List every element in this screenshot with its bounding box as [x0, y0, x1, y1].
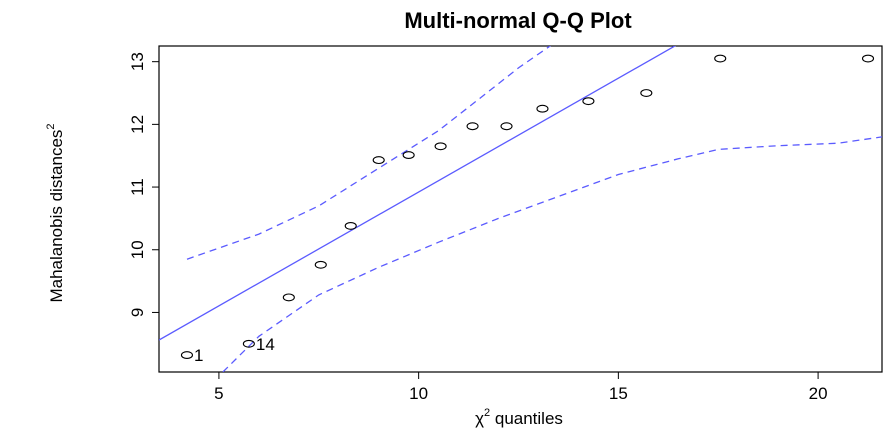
data-point — [181, 352, 192, 359]
plot-clip-group — [159, 43, 882, 372]
y-axis-label-superscript: 2 — [45, 123, 57, 129]
y-axis-label: Mahalanobis distances2 — [45, 123, 66, 302]
axes: 5 10 15 20 9 10 11 12 13 — [128, 52, 828, 403]
data-point — [715, 55, 726, 62]
data-point — [863, 55, 874, 62]
svg-text:Mahalanobis distances2: Mahalanobis distances2 — [45, 123, 66, 302]
reference-line — [159, 43, 680, 340]
data-point — [403, 152, 414, 159]
data-point — [315, 261, 326, 268]
chart-title: Multi-normal Q-Q Plot — [404, 8, 632, 33]
y-tick-label: 10 — [128, 240, 147, 259]
data-point — [501, 123, 512, 130]
data-point — [373, 157, 384, 164]
point-label: 14 — [256, 335, 275, 354]
upper-confidence-envelope — [187, 43, 555, 259]
x-tick-label: 15 — [609, 384, 628, 403]
x-axis-label-text: quantiles — [490, 409, 563, 428]
y-axis-label-text: Mahalanobis distances — [47, 130, 66, 303]
point-label: 1 — [194, 346, 203, 365]
x-axis-label: χ2 quantiles — [475, 407, 563, 428]
data-point — [435, 143, 446, 150]
data-point — [283, 294, 294, 301]
y-tick-label: 11 — [128, 178, 147, 196]
y-tick-label: 12 — [128, 115, 147, 134]
x-tick-label: 5 — [214, 384, 223, 403]
data-point — [537, 105, 548, 112]
x-axis-label-symbol: χ — [475, 409, 484, 428]
svg-text:χ2 quantiles: χ2 quantiles — [475, 407, 563, 428]
data-point — [467, 123, 478, 130]
data-point — [641, 90, 652, 97]
x-tick-label: 20 — [809, 384, 828, 403]
data-point — [583, 98, 594, 105]
y-tick-label: 13 — [128, 52, 147, 71]
data-point — [345, 223, 356, 230]
plot-frame — [159, 46, 882, 372]
x-tick-label: 10 — [409, 384, 428, 403]
lower-confidence-envelope — [223, 137, 882, 372]
plot-area: 1 14 — [159, 43, 882, 372]
y-tick-label: 9 — [128, 308, 147, 317]
